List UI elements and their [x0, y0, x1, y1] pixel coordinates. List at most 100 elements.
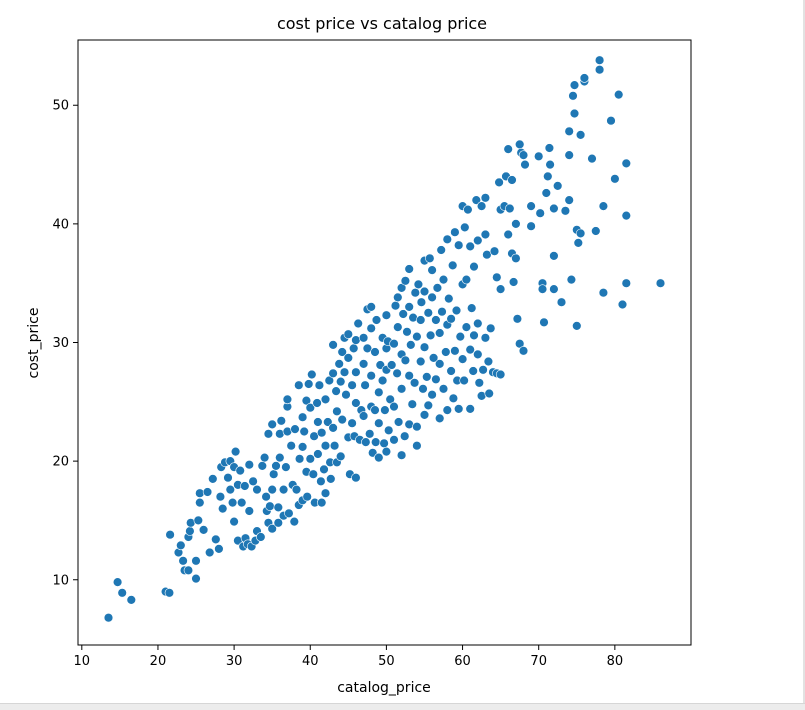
data-point	[183, 565, 194, 575]
data-point	[244, 506, 255, 516]
x-tick-label: 30	[226, 654, 243, 669]
data-point	[568, 91, 578, 101]
data-point	[389, 401, 399, 412]
data-point	[469, 330, 479, 341]
data-point	[441, 347, 451, 357]
data-point	[621, 158, 631, 169]
data-point	[438, 384, 449, 394]
horizontal-scrollbar[interactable]	[0, 703, 805, 710]
data-point	[176, 540, 186, 551]
data-point	[482, 250, 492, 260]
data-point	[419, 286, 430, 297]
data-point	[393, 322, 403, 332]
data-point	[621, 210, 631, 221]
data-point	[237, 497, 247, 508]
data-point	[282, 394, 293, 405]
data-point	[569, 80, 580, 90]
data-point	[381, 446, 392, 457]
data-point	[347, 380, 357, 390]
data-point	[459, 375, 469, 386]
data-point	[252, 484, 262, 495]
x-tick-label: 80	[607, 654, 624, 669]
data-point	[294, 454, 305, 464]
data-point	[384, 425, 394, 435]
data-point	[539, 317, 549, 327]
data-point	[396, 450, 407, 460]
data-point	[281, 462, 291, 472]
chart-title: cost price vs catalog price	[277, 14, 487, 33]
data-point	[514, 139, 525, 150]
data-point	[259, 452, 270, 463]
data-point	[410, 288, 420, 298]
data-point	[465, 344, 475, 355]
data-point	[208, 474, 218, 484]
data-point	[569, 108, 580, 119]
data-point	[598, 201, 609, 211]
data-point	[579, 73, 590, 83]
data-point	[594, 55, 605, 65]
data-point	[235, 465, 245, 476]
data-point	[275, 452, 285, 463]
data-point	[337, 414, 347, 425]
data-point	[446, 314, 456, 324]
data-point	[393, 292, 403, 303]
data-point	[195, 488, 205, 498]
data-point	[566, 274, 577, 285]
data-point	[492, 272, 502, 282]
data-point	[533, 151, 544, 162]
x-axis: 10 20 30 40 50 60 70 80	[74, 645, 624, 669]
data-point	[465, 404, 475, 414]
data-point	[549, 203, 559, 214]
data-point	[473, 349, 483, 360]
data-point	[436, 245, 446, 255]
data-point	[302, 492, 312, 502]
data-point	[545, 159, 555, 170]
data-point	[164, 588, 175, 598]
data-point	[416, 315, 426, 325]
data-point	[572, 321, 582, 331]
data-point	[507, 175, 517, 185]
data-point	[320, 488, 331, 498]
data-point	[541, 188, 551, 198]
data-point	[269, 469, 279, 479]
data-point	[205, 547, 215, 558]
data-point	[489, 246, 500, 256]
data-point	[314, 380, 325, 390]
data-point	[431, 374, 441, 384]
data-point	[404, 371, 414, 381]
data-point	[227, 497, 238, 508]
data-point	[409, 378, 420, 388]
data-point	[334, 359, 344, 369]
data-point	[455, 331, 465, 342]
data-point	[480, 333, 491, 343]
data-point	[323, 417, 333, 427]
data-point	[460, 222, 470, 233]
data-point	[480, 229, 491, 240]
data-point	[520, 159, 530, 170]
data-point	[390, 301, 401, 311]
data-point	[198, 525, 209, 535]
data-point	[339, 367, 350, 377]
data-point	[265, 501, 275, 511]
data-point	[193, 515, 204, 526]
data-point	[448, 260, 458, 271]
data-point	[271, 461, 281, 471]
data-point	[446, 366, 456, 376]
data-point	[483, 356, 494, 367]
y-axis: 10 20 30 40 50	[52, 99, 78, 588]
data-point	[404, 302, 414, 312]
data-point	[374, 387, 384, 397]
data-point	[307, 369, 317, 380]
data-point	[427, 265, 437, 275]
data-point	[461, 274, 472, 285]
data-point	[435, 328, 445, 338]
data-point	[299, 426, 309, 437]
data-point	[431, 315, 441, 325]
data-point	[289, 516, 299, 527]
data-point	[406, 340, 416, 350]
data-point	[398, 309, 408, 319]
y-axis-label: cost_price	[26, 308, 42, 379]
data-point	[257, 461, 267, 471]
data-point	[484, 388, 494, 399]
